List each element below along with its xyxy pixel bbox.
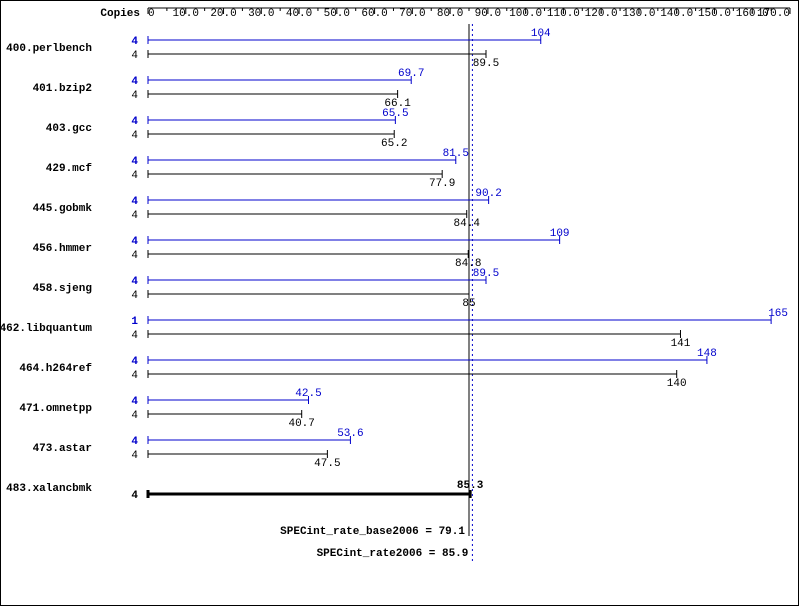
base-copies: 4 — [131, 370, 138, 382]
base-value-label: 89.5 — [473, 58, 499, 70]
base-copies: 4 — [131, 210, 138, 222]
base-copies: 4 — [131, 330, 138, 342]
peak-value-label: 165 — [768, 308, 788, 320]
benchmark-label: 473.astar — [33, 443, 92, 455]
x-tick-label: 20.0 — [210, 8, 236, 20]
base-value-label: 65.2 — [381, 138, 407, 150]
base-value-label: 141 — [671, 338, 691, 350]
peak-value-label: 89.5 — [473, 268, 499, 280]
base-copies: 4 — [131, 170, 138, 182]
base-copies: 4 — [131, 130, 138, 142]
x-tick-label: 50.0 — [324, 8, 350, 20]
x-tick-label: 140.0 — [660, 8, 693, 20]
peak-value-label: 90.2 — [475, 188, 501, 200]
x-tick-label: 100.0 — [509, 8, 542, 20]
base-copies: 4 — [131, 50, 138, 62]
base-copies: 4 — [131, 250, 138, 262]
copies-header: Copies — [100, 8, 140, 20]
x-tick-label: 120.0 — [585, 8, 618, 20]
peak-value-label: 53.6 — [337, 428, 363, 440]
x-tick-label: 30.0 — [248, 8, 274, 20]
base-value-label: 47.5 — [314, 458, 340, 470]
footer-base-label: SPECint_rate_base2006 = 79.1 — [280, 526, 465, 538]
benchmark-label: 464.h264ref — [19, 363, 92, 375]
base-copies: 4 — [131, 490, 138, 502]
benchmark-label: 456.hmmer — [33, 243, 92, 255]
x-tick-label: 170.0 — [757, 8, 790, 20]
peak-copies: 4 — [131, 76, 138, 88]
peak-copies: 4 — [131, 36, 138, 48]
benchmark-label: 458.sjeng — [33, 283, 92, 295]
x-tick-label: 10.0 — [173, 8, 199, 20]
peak-value-label: 65.5 — [382, 108, 408, 120]
peak-value-label: 81.5 — [443, 148, 469, 160]
peak-value-label: 104 — [531, 28, 551, 40]
base-value-label: 77.9 — [429, 178, 455, 190]
x-tick-label: 110.0 — [547, 8, 580, 20]
benchmark-label: 471.omnetpp — [19, 403, 92, 415]
peak-value-label: 69.7 — [398, 68, 424, 80]
peak-value-label: 42.5 — [295, 388, 321, 400]
peak-copies: 4 — [131, 356, 138, 368]
base-copies: 4 — [131, 90, 138, 102]
benchmark-label: 400.perlbench — [6, 43, 92, 55]
benchmark-label: 462.libquantum — [0, 323, 92, 335]
benchmark-label: 401.bzip2 — [33, 83, 92, 95]
base-value-label: 140 — [667, 378, 687, 390]
peak-copies: 4 — [131, 276, 138, 288]
footer-peak-label: SPECint_rate2006 = 85.9 — [317, 548, 469, 560]
x-tick-label: 80.0 — [437, 8, 463, 20]
peak-copies: 4 — [131, 236, 138, 248]
benchmark-label: 429.mcf — [46, 163, 93, 175]
base-value-label: 85 — [462, 298, 475, 310]
x-tick-label: 0 — [148, 8, 155, 20]
x-tick-label: 40.0 — [286, 8, 312, 20]
base-value-label: 40.7 — [288, 418, 314, 430]
peak-value-label: 148 — [697, 348, 717, 360]
peak-copies: 4 — [131, 116, 138, 128]
peak-value-label: 109 — [550, 228, 570, 240]
base-copies: 4 — [131, 410, 138, 422]
x-tick-label: 70.0 — [399, 8, 425, 20]
benchmark-label: 445.gobmk — [33, 203, 93, 215]
peak-copies: 4 — [131, 436, 138, 448]
x-tick-label: 130.0 — [622, 8, 655, 20]
peak-copies: 4 — [131, 196, 138, 208]
x-tick-label: 90.0 — [475, 8, 501, 20]
peak-copies: 1 — [131, 316, 138, 328]
base-value-label: 84.4 — [454, 218, 481, 230]
x-tick-label: 150.0 — [698, 8, 731, 20]
chart-border — [1, 1, 799, 606]
x-tick-label: 60.0 — [361, 8, 387, 20]
base-value-label: 85.3 — [457, 480, 484, 492]
benchmark-label: 403.gcc — [46, 123, 92, 135]
base-copies: 4 — [131, 290, 138, 302]
peak-copies: 4 — [131, 396, 138, 408]
peak-copies: 4 — [131, 156, 138, 168]
benchmark-label: 483.xalancbmk — [6, 483, 92, 495]
base-copies: 4 — [131, 450, 138, 462]
